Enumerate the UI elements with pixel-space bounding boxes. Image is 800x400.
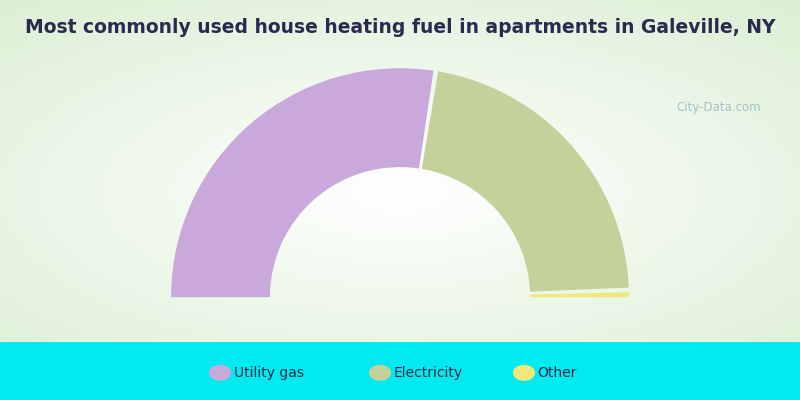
Ellipse shape xyxy=(163,95,637,289)
Ellipse shape xyxy=(141,86,659,298)
Ellipse shape xyxy=(97,68,703,316)
Ellipse shape xyxy=(38,44,762,340)
Ellipse shape xyxy=(304,153,496,231)
Ellipse shape xyxy=(119,77,681,307)
Ellipse shape xyxy=(245,128,555,256)
Ellipse shape xyxy=(186,104,614,280)
Ellipse shape xyxy=(0,20,800,364)
Ellipse shape xyxy=(30,41,770,343)
Ellipse shape xyxy=(74,59,726,325)
Ellipse shape xyxy=(104,71,696,313)
Ellipse shape xyxy=(53,50,747,334)
Text: City-Data.com: City-Data.com xyxy=(676,102,761,114)
Ellipse shape xyxy=(0,2,800,382)
Ellipse shape xyxy=(386,186,414,198)
Ellipse shape xyxy=(0,0,800,389)
Ellipse shape xyxy=(0,14,800,370)
Ellipse shape xyxy=(156,92,644,292)
Ellipse shape xyxy=(45,47,755,337)
Ellipse shape xyxy=(200,110,600,274)
Text: Most commonly used house heating fuel in apartments in Galeville, NY: Most commonly used house heating fuel in… xyxy=(25,18,775,37)
Ellipse shape xyxy=(134,83,666,301)
Ellipse shape xyxy=(193,107,607,277)
Ellipse shape xyxy=(297,150,503,234)
Ellipse shape xyxy=(318,159,482,225)
Ellipse shape xyxy=(208,113,592,271)
Ellipse shape xyxy=(289,147,511,237)
Ellipse shape xyxy=(0,8,800,376)
Ellipse shape xyxy=(393,189,407,195)
Ellipse shape xyxy=(23,38,777,346)
Ellipse shape xyxy=(215,116,585,268)
Ellipse shape xyxy=(356,174,444,210)
Ellipse shape xyxy=(90,65,710,319)
Text: Other: Other xyxy=(538,366,577,380)
Ellipse shape xyxy=(82,62,718,322)
Ellipse shape xyxy=(341,168,459,216)
Ellipse shape xyxy=(111,74,689,310)
Ellipse shape xyxy=(60,53,740,331)
Ellipse shape xyxy=(0,10,800,374)
Ellipse shape xyxy=(0,22,800,362)
Ellipse shape xyxy=(259,134,541,250)
Text: Electricity: Electricity xyxy=(394,366,462,380)
Ellipse shape xyxy=(149,89,651,295)
Ellipse shape xyxy=(282,144,518,240)
Ellipse shape xyxy=(311,156,489,228)
Ellipse shape xyxy=(178,101,622,283)
Ellipse shape xyxy=(1,29,799,355)
Ellipse shape xyxy=(0,26,800,358)
Ellipse shape xyxy=(363,177,437,207)
Ellipse shape xyxy=(8,32,792,352)
Ellipse shape xyxy=(170,98,630,286)
Ellipse shape xyxy=(67,56,733,328)
Ellipse shape xyxy=(274,140,526,244)
Ellipse shape xyxy=(348,171,452,213)
Ellipse shape xyxy=(15,35,785,349)
Ellipse shape xyxy=(230,122,570,262)
Ellipse shape xyxy=(0,4,800,380)
Ellipse shape xyxy=(238,126,562,258)
